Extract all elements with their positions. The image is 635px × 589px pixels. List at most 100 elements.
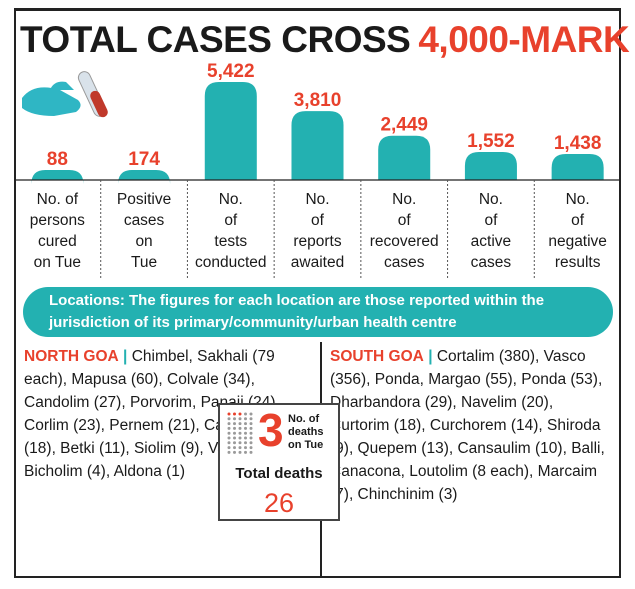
- category-label-line: negative: [548, 233, 607, 250]
- category-label-line: results: [555, 254, 601, 271]
- dot: [249, 441, 253, 445]
- bar-value-label: 88: [47, 149, 68, 170]
- dot: [238, 431, 242, 435]
- bar-value-label: 1,552: [467, 131, 515, 152]
- dot: [227, 426, 231, 430]
- dot: [233, 446, 236, 450]
- category-label-line: of: [571, 212, 585, 229]
- category-label-line: awaited: [291, 254, 344, 271]
- category-label-line: conducted: [195, 254, 267, 271]
- dot: [249, 422, 253, 426]
- test-tube-hand-icon: [22, 71, 108, 118]
- category-label-line: recovered: [370, 233, 439, 250]
- dot: [244, 450, 247, 454]
- category-label-line: Tue: [131, 254, 157, 271]
- dot: [233, 417, 236, 421]
- dot-grid-icon: [227, 412, 253, 454]
- north-separator: |: [123, 348, 128, 365]
- dot: [244, 446, 247, 450]
- bar-value-label: 174: [128, 149, 160, 170]
- category-label-line: reports: [293, 233, 341, 250]
- category-label-line: No.: [479, 191, 503, 208]
- category-label-line: of: [484, 212, 498, 229]
- bar: [378, 135, 431, 180]
- total-deaths-value: 26: [263, 488, 295, 518]
- dot: [249, 412, 253, 416]
- category-label-line: cases: [471, 254, 512, 271]
- deaths-today-count: 3: [258, 404, 284, 456]
- dot: [238, 441, 242, 445]
- dot: [238, 417, 242, 421]
- deaths-today-label: No. of deaths on Tue: [288, 413, 324, 451]
- dot: [238, 426, 242, 430]
- dot: [227, 412, 231, 416]
- bar: [31, 170, 84, 184]
- dot: [227, 441, 231, 445]
- south-goa-locations: Cortalim (380), Vasco (356), Ponda, Marg…: [330, 348, 605, 503]
- graphic-frame: [14, 8, 621, 578]
- dot: [227, 450, 231, 454]
- category-label-line: of: [398, 212, 412, 229]
- dot: [227, 417, 231, 421]
- category-label-line: of: [311, 212, 325, 229]
- dot: [233, 450, 236, 454]
- category-label-line: cases: [124, 212, 165, 229]
- dot: [227, 446, 231, 450]
- category-label-line: No.: [305, 191, 329, 208]
- dot: [227, 422, 231, 426]
- category-label-line: of: [224, 212, 238, 229]
- category-label-line: No.: [392, 191, 416, 208]
- category-label-line: cases: [384, 254, 425, 271]
- dot: [244, 426, 247, 430]
- deaths-box: 3 No. of deaths on Tue Total deaths 26: [218, 403, 340, 521]
- dot: [233, 441, 236, 445]
- dot: [238, 446, 242, 450]
- bar-value-label: 1,438: [554, 133, 602, 154]
- south-separator: |: [428, 348, 433, 365]
- dot: [244, 412, 247, 416]
- dot: [233, 426, 236, 430]
- headline: TOTAL CASES CROSS 4,000-MARK: [20, 18, 630, 62]
- bar: [551, 154, 604, 180]
- dot: [227, 436, 231, 440]
- category-labels: No. of persons cured on Tue Positive cases on T…: [30, 180, 607, 278]
- category-label-line: active: [471, 233, 512, 250]
- dot: [238, 412, 242, 416]
- dot: [244, 422, 247, 426]
- north-goa-title: NORTH GOA: [24, 348, 119, 365]
- dot: [238, 422, 242, 426]
- category-label-line: on: [135, 233, 152, 250]
- dot: [233, 412, 236, 416]
- dot: [249, 417, 253, 421]
- bar-value-label: 2,449: [380, 115, 428, 136]
- dot: [244, 436, 247, 440]
- dot: [249, 446, 253, 450]
- locations-note: Locations: The figures for each location…: [23, 287, 613, 337]
- bar: [291, 111, 344, 180]
- bar-value-label: 5,422: [207, 61, 255, 82]
- south-goa-list: SOUTH GOA | Cortalim (380), Vasco (356),…: [330, 345, 612, 506]
- dot: [244, 431, 247, 435]
- total-deaths-label: Total deaths: [235, 465, 323, 482]
- headline-highlight: 4,000-MARK: [418, 19, 630, 60]
- top-rule: [14, 8, 621, 11]
- bar: [204, 82, 257, 180]
- dot: [233, 436, 236, 440]
- category-label-line: tests: [214, 233, 247, 250]
- dot: [244, 417, 247, 421]
- south-goa-title: SOUTH GOA: [330, 348, 424, 365]
- dot: [249, 426, 253, 430]
- headline-main: TOTAL CASES CROSS: [20, 19, 411, 60]
- bar: [464, 151, 517, 180]
- dot: [249, 431, 253, 435]
- category-label-line: on Tue: [34, 254, 81, 271]
- dot: [227, 431, 231, 435]
- bar-value-label: 3,810: [294, 90, 342, 111]
- bar: [118, 170, 171, 184]
- dot: [233, 422, 236, 426]
- dot: [233, 431, 236, 435]
- dot: [238, 436, 242, 440]
- category-label-line: No.: [219, 191, 243, 208]
- category-label-line: persons: [30, 212, 85, 229]
- dot: [249, 450, 253, 454]
